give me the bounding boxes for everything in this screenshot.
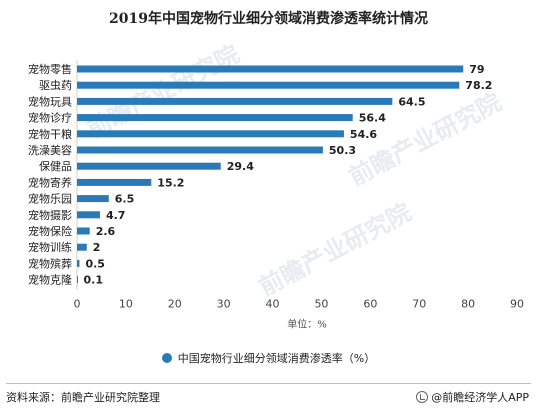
legend-marker [161,353,172,363]
source-note: 资料来源：前瞻产业研究院整理 [6,391,160,404]
legend-label: 中国宠物行业细分领域消费渗透率（%） [177,352,376,365]
category-label: 宠物玩具 [28,94,72,108]
data-label: 4.7 [106,209,126,222]
bar [77,162,221,170]
x-tick-label: 40 [266,298,280,311]
category-label: 宠物诊疗 [28,111,72,125]
category-label: 洗澡美容 [28,143,72,157]
bar [77,65,464,73]
footer-divider [6,383,531,384]
category-label: 驱虫药 [39,79,72,92]
bar [77,81,460,89]
bar [77,211,100,219]
x-tick-label: 60 [363,298,377,311]
x-tick-label: 10 [119,298,133,311]
chart-title: 2019年中国宠物行业细分领域消费渗透率统计情况 [109,11,428,27]
data-label: 29.4 [227,160,254,173]
data-label: 78.2 [465,79,492,92]
data-label: 79 [469,63,484,76]
category-label: 宠物训练 [28,240,72,254]
data-label: 15.2 [157,176,184,189]
x-axis-label: 单位：% [287,318,327,331]
category-label: 宠物殡葬 [28,256,72,270]
brand-logo-icon [416,391,429,403]
bar [77,114,353,122]
bar-chart: 宠物零售 79 驱虫药 78.2 宠物玩具 64.5 宠物诊疗 56.4 宠物干粮 54.6 洗澡美… [28,60,524,331]
category-label: 保健品 [39,159,72,173]
bar [77,97,393,105]
legend: 中国宠物行业细分领域消费渗透率（%） [0,350,537,366]
data-label: 50.3 [329,144,356,157]
data-label: 0.1 [83,274,103,287]
x-tick-label: 0 [74,298,81,311]
x-tick-label: 70 [412,298,426,311]
category-label: 宠物乐园 [28,192,72,206]
brand-credit: @前瞻经济学人APP [416,389,529,405]
data-label: 6.5 [115,193,134,206]
data-label: 56.4 [359,112,386,125]
x-tick-label: 30 [217,298,231,311]
data-label: 0.5 [85,257,105,270]
bar [77,130,344,138]
bar [77,195,109,203]
bar [77,243,87,251]
bar [77,227,90,235]
bar [77,178,152,186]
brand-text: @前瞻经济学人APP [431,391,529,404]
data-label: 2 [93,241,101,254]
category-label: 宠物寄养 [28,175,72,189]
category-label: 宠物克隆 [28,273,72,287]
category-label: 宠物零售 [28,62,72,76]
category-label: 宠物保险 [28,224,72,238]
bar [77,276,78,284]
bar [77,259,80,267]
data-label: 2.6 [96,225,116,238]
data-label: 54.6 [350,128,377,141]
category-label: 宠物摄影 [28,208,72,222]
category-label: 宠物干粮 [28,127,72,141]
x-tick-label: 50 [314,298,328,311]
data-label: 64.5 [398,95,425,108]
bar [77,146,323,154]
x-tick-label: 80 [461,298,475,311]
x-tick-label: 20 [168,298,182,311]
x-tick-label: 90 [510,298,524,311]
